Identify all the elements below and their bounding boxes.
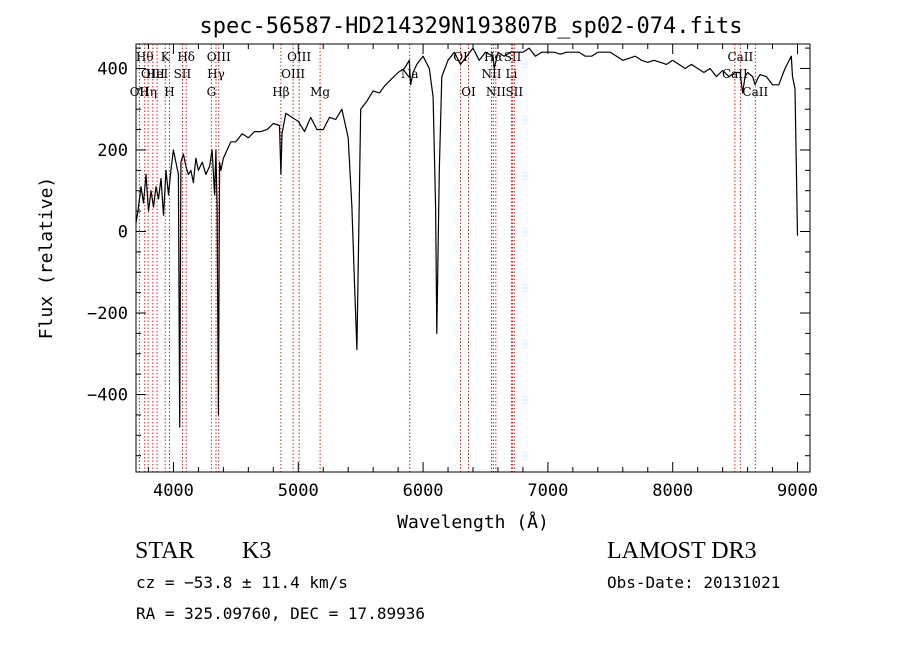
y-tick-label-1: −200: [87, 304, 128, 324]
plot-frame: [135, 43, 811, 473]
line-label-18: OI: [461, 85, 476, 99]
line-label-11: OIII: [207, 50, 231, 64]
x-tick-label-5: 9000: [777, 481, 818, 501]
line-label-27: CaII: [742, 85, 768, 99]
line-label-6: H: [164, 85, 174, 99]
line-label-22: Li: [506, 67, 518, 81]
x-axis-label: Wavelength (Å): [397, 511, 549, 533]
x-tick-label-0: 4000: [153, 481, 194, 501]
line-label-8: Hδ: [177, 50, 195, 64]
line-label-17: OI: [453, 50, 468, 64]
y-tick-label-0: −400: [87, 386, 128, 406]
chart-title: spec-56587-HD214329N193807B_sp02-074.fit…: [199, 14, 742, 39]
line-label-4: HeI: [146, 67, 169, 81]
x-tick-label-4: 8000: [652, 481, 693, 501]
spectral-line-markers: OIIHθHηOIIIHeIKHSIIHδGHγOIIIHβOIIIOIIIMg…: [130, 44, 768, 472]
line-label-14: OIII: [287, 50, 311, 64]
x-tick-label-1: 5000: [278, 481, 319, 501]
line-label-9: G: [207, 85, 217, 99]
line-label-24: SII: [505, 85, 523, 99]
axis-ticks: 4000 5000 6000 7000 8000 9000 −400 −200 0 200 400: [87, 44, 818, 501]
coordinates: RA = 325.09760, DEC = 17.89936: [136, 604, 425, 623]
line-label-10: Hγ: [207, 67, 225, 81]
x-tick-label-2: 6000: [403, 481, 444, 501]
line-label-19: NII: [481, 67, 501, 81]
spectrum-line-0: [135, 47, 799, 428]
line-label-2: Hη: [139, 85, 157, 99]
y-axis-label: Flux (relative): [36, 177, 57, 340]
line-label-3: OIII: [141, 67, 165, 81]
y-tick-label-4: 400: [97, 59, 128, 79]
object-class: STAR: [135, 538, 195, 564]
line-label-13: OIII: [281, 67, 305, 81]
object-subclass: K3: [242, 538, 272, 564]
x-tick-label-3: 7000: [527, 481, 568, 501]
y-tick-label-2: 0: [118, 223, 128, 243]
observation-date: Obs-Date: 20131021: [607, 573, 781, 592]
line-label-5: K: [161, 50, 171, 64]
line-label-15: Mg: [310, 85, 330, 99]
line-label-0: OII: [130, 85, 150, 99]
line-label-26: CaII: [727, 50, 753, 64]
redshift-cz: cz = −53.8 ± 11.4 km/s: [136, 573, 348, 592]
line-label-25: CaII: [722, 67, 748, 81]
y-tick-label-3: 200: [97, 141, 128, 161]
line-label-12: Hβ: [272, 85, 289, 99]
line-label-1: Hθ: [136, 50, 154, 64]
spectrum-series: [135, 47, 799, 428]
line-label-21: NII: [486, 85, 506, 99]
survey-name: LAMOST DR3: [607, 538, 757, 564]
line-label-7: SII: [174, 67, 192, 81]
